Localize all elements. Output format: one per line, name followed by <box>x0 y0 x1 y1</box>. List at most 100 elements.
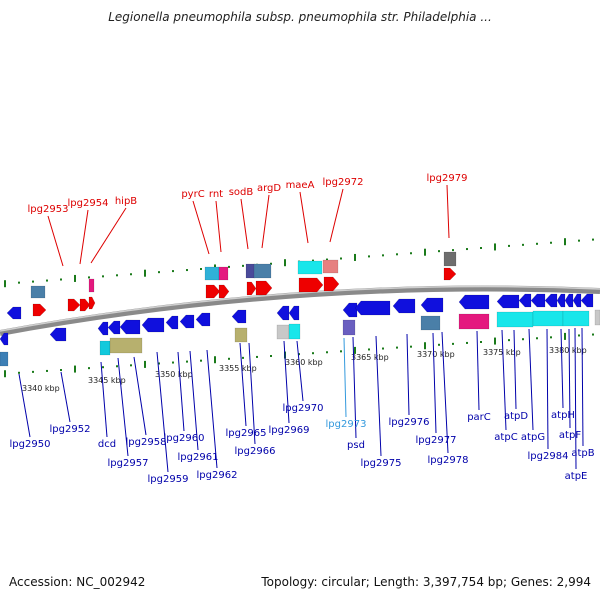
gene-arrow-reverse[interactable] <box>165 315 179 330</box>
gene-block[interactable] <box>562 310 590 327</box>
gene-block[interactable] <box>322 259 339 274</box>
gene-label-atpD[interactable]: atpD <box>504 411 528 422</box>
gene-arrow-forward[interactable] <box>205 284 221 299</box>
gene-label-atpG[interactable]: atpG <box>521 432 545 443</box>
gene-label-lpg2957[interactable]: lpg2957 <box>108 458 149 469</box>
gene-label-rnt[interactable]: rnt <box>209 189 223 200</box>
gene-arrow-reverse[interactable] <box>231 309 247 324</box>
gene-label-lpg2973[interactable]: lpg2973 <box>326 419 367 430</box>
gene-block[interactable] <box>109 337 143 354</box>
gene-arrow-forward[interactable] <box>246 281 257 296</box>
gene-arrow-reverse[interactable] <box>276 305 290 321</box>
gene-label-argD[interactable]: argD <box>257 183 281 194</box>
gene-label-maeA[interactable]: maeA <box>286 180 315 191</box>
gene-arrow-reverse[interactable] <box>496 294 520 309</box>
gene-arrow-reverse[interactable] <box>580 293 594 308</box>
gene-label-atpH[interactable]: atpH <box>551 410 575 421</box>
gene-block[interactable] <box>297 260 323 275</box>
gene-block[interactable] <box>288 323 301 340</box>
gene-block[interactable] <box>245 263 256 279</box>
gene-label-atpC[interactable]: atpC <box>494 432 517 443</box>
gene-arrow-forward[interactable] <box>88 296 96 310</box>
gene-arrow-reverse[interactable] <box>530 293 546 308</box>
gene-arrow-forward[interactable] <box>443 267 457 281</box>
gene-block[interactable] <box>532 310 564 327</box>
gene-label-lpg2954[interactable]: lpg2954 <box>68 198 109 209</box>
gene-arrow-reverse[interactable] <box>342 302 358 318</box>
gene-block[interactable] <box>234 327 248 343</box>
gene-label-lpg2959[interactable]: lpg2959 <box>148 474 189 485</box>
gene-label-lpg2950[interactable]: lpg2950 <box>10 439 51 450</box>
gene-arrow-reverse[interactable] <box>107 320 121 335</box>
gene-block[interactable] <box>30 285 46 299</box>
gene-block[interactable] <box>0 351 9 367</box>
gene-block[interactable] <box>218 266 229 281</box>
gene-arrow-reverse[interactable] <box>564 293 574 308</box>
gene-arrow-forward[interactable] <box>298 277 324 293</box>
gene-label-lpg2970[interactable]: lpg2970 <box>283 403 324 414</box>
gene-label-lpg2965[interactable]: lpg2965 <box>226 428 267 439</box>
gene-arrow-forward[interactable] <box>67 298 81 312</box>
gene-label-pyrC[interactable]: pyrC <box>181 189 204 200</box>
gene-arrow-reverse[interactable] <box>288 305 300 321</box>
gene-label-lpg2975[interactable]: lpg2975 <box>361 458 402 469</box>
gene-label-lpg2976[interactable]: lpg2976 <box>389 417 430 428</box>
gene-label-lpg2972[interactable]: lpg2972 <box>323 177 364 188</box>
gene-arrow-forward[interactable] <box>255 280 273 296</box>
gene-label-atpF[interactable]: atpF <box>559 430 581 441</box>
gene-arrow-forward[interactable] <box>79 298 91 312</box>
gene-label-lpg2952[interactable]: lpg2952 <box>50 424 91 435</box>
gene-label-parC[interactable]: parC <box>467 412 491 423</box>
gene-arrow-reverse[interactable] <box>518 293 532 308</box>
gene-block[interactable] <box>99 340 111 356</box>
gene-arrow-reverse[interactable] <box>420 297 444 313</box>
gene-label-atpB[interactable]: atpB <box>571 448 594 459</box>
gene-arrow-reverse[interactable] <box>0 332 9 346</box>
gene-label-lpg2953[interactable]: lpg2953 <box>28 204 69 215</box>
gene-block[interactable] <box>496 311 534 328</box>
gene-arrow-reverse[interactable] <box>195 312 211 327</box>
gene-features[interactable] <box>0 251 600 367</box>
gene-arrow-reverse[interactable] <box>354 300 391 316</box>
gene-arrow-forward[interactable] <box>323 276 340 292</box>
gene-arrow-reverse[interactable] <box>392 298 416 314</box>
gene-label-lpg2978[interactable]: lpg2978 <box>428 455 469 466</box>
gene-block[interactable] <box>458 313 490 330</box>
gene-label-lpg2958[interactable]: lpg2958 <box>126 437 167 448</box>
gene-arrow-reverse[interactable] <box>6 306 22 320</box>
gene-label-lpg2977[interactable]: lpg2977 <box>416 435 457 446</box>
gene-block[interactable] <box>342 319 356 336</box>
gene-arrow-reverse[interactable] <box>49 327 67 342</box>
gene-label-lpg2984[interactable]: lpg2984 <box>528 451 569 462</box>
gene-arrow-reverse[interactable] <box>119 319 141 335</box>
gene-label-lpg2962[interactable]: lpg2962 <box>197 470 238 481</box>
gene-block[interactable] <box>420 315 441 331</box>
gene-label-lpg2961[interactable]: lpg2961 <box>178 452 219 463</box>
gene-arrow-reverse[interactable] <box>97 321 109 336</box>
gene-arrow-reverse[interactable] <box>179 314 195 329</box>
gene-arrow-forward[interactable] <box>32 303 47 317</box>
gene-arrow-reverse[interactable] <box>544 293 558 308</box>
gene-block[interactable] <box>88 278 95 293</box>
gene-label-atpE[interactable]: atpE <box>565 471 588 482</box>
gene-block[interactable] <box>253 263 272 279</box>
gene-block[interactable] <box>276 324 290 340</box>
gene-label-sodB[interactable]: sodB <box>229 187 254 198</box>
gene-arrow-reverse[interactable] <box>458 294 490 310</box>
gene-label-psd[interactable]: psd <box>347 440 365 451</box>
gene-block[interactable] <box>204 266 220 281</box>
gene-block[interactable] <box>443 251 457 267</box>
gene-arrow-reverse[interactable] <box>556 293 566 308</box>
gene-arrow-forward[interactable] <box>218 284 230 299</box>
gene-block[interactable] <box>594 309 600 326</box>
gene-label-dcd[interactable]: dcd <box>98 439 116 450</box>
gene-label-hipB[interactable]: hipB <box>115 196 137 207</box>
gene-label-lpg2979[interactable]: lpg2979 <box>427 173 468 184</box>
gene-arrow-reverse[interactable] <box>572 293 582 308</box>
gene-label-lpg2960[interactable]: lpg2960 <box>164 433 205 444</box>
gene-arrow-reverse[interactable] <box>141 317 165 333</box>
gene-label-lpg2969[interactable]: lpg2969 <box>269 425 310 436</box>
gene-label-lpg2966[interactable]: lpg2966 <box>235 446 276 457</box>
